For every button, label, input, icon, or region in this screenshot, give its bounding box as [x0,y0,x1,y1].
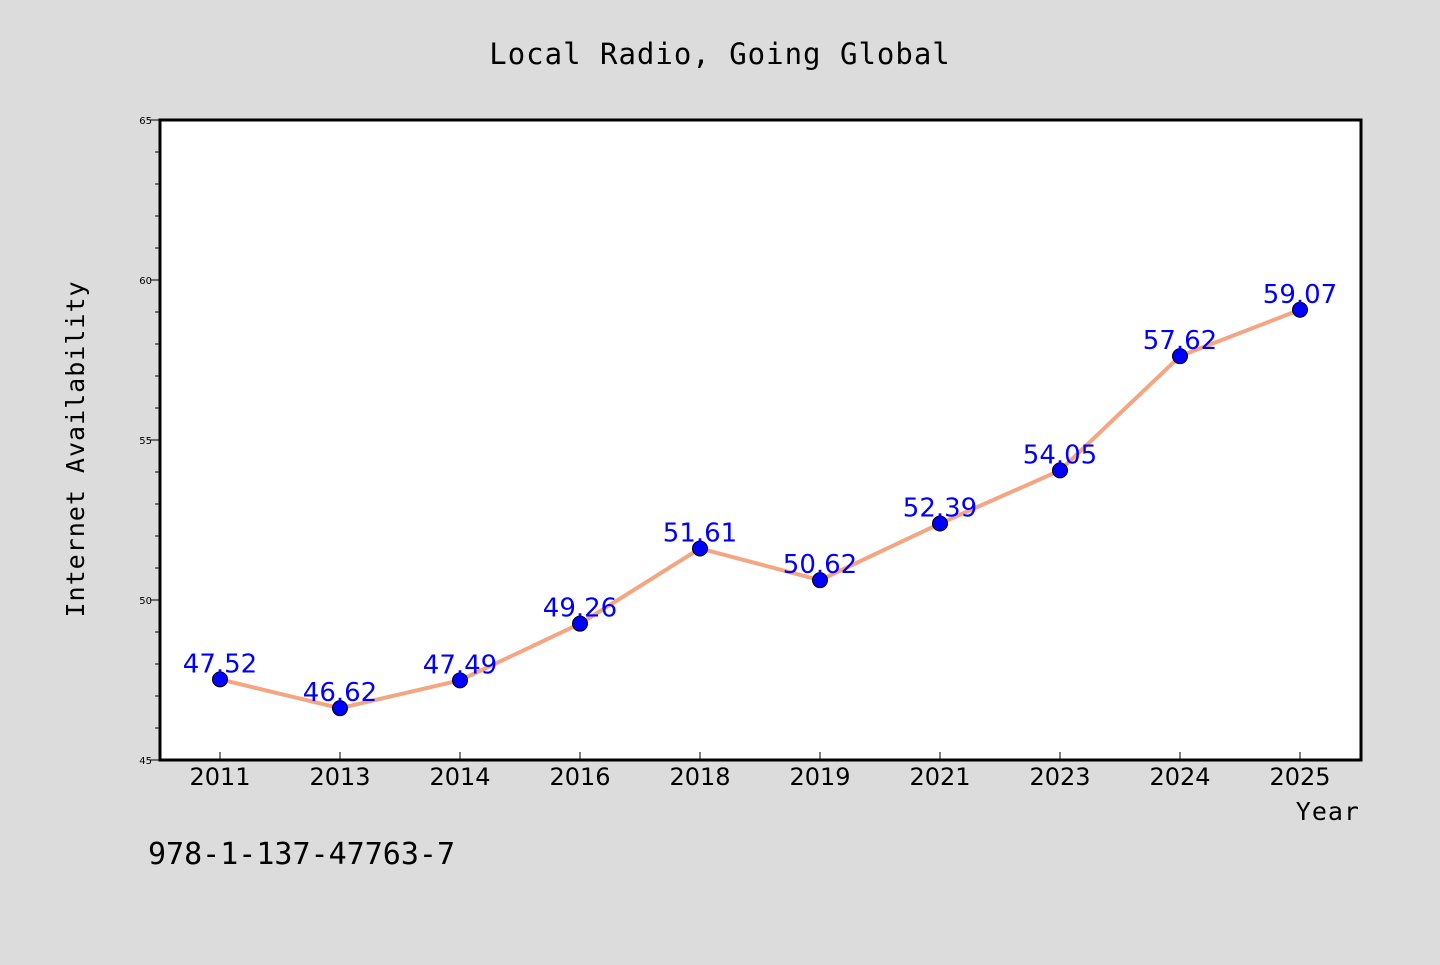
data-label: 49.26 [543,594,617,624]
data-markers [212,301,1308,717]
series-line-group [218,307,1302,711]
data-point [932,515,948,532]
x-axis-title: Year [1296,797,1360,826]
x-tick-label: 2021 [909,763,970,791]
chart-title: Local Radio, Going Global [489,37,951,71]
data-label: 47.49 [423,650,497,680]
y-tick-label: 60 [139,276,152,287]
x-tick-label: 2013 [309,763,370,791]
plot-frame [158,118,1363,762]
y-tick-label: 55 [139,436,152,447]
data-label: 52.39 [903,494,977,524]
y-tick-label: 50 [139,596,152,607]
isbn-label: 978-1-137-47763-7 [148,837,455,872]
data-point [212,671,228,688]
data-point [332,700,348,717]
data-label: 54.05 [1023,440,1097,470]
data-label: 51.61 [663,518,737,548]
y-tick-label: 45 [139,756,152,767]
data-label: 47.52 [183,649,257,679]
x-tick-label: 2019 [789,763,850,791]
x-axis-ticks: 2011 2013 2014 2016 2018 2019 2021 2023 2024 2025 [189,752,1331,791]
x-tick-label: 2011 [189,763,250,791]
data-point [1172,348,1188,365]
x-tick-label: 2025 [1269,763,1330,791]
data-point [812,572,828,589]
x-tick-label: 2018 [669,763,730,791]
x-tick-label: 2024 [1149,763,1210,791]
data-label: 57.62 [1143,326,1217,356]
data-label: 59.07 [1263,280,1337,310]
data-label: 50.62 [783,550,857,580]
data-point [452,672,468,689]
x-tick-label: 2023 [1029,763,1090,791]
data-point [1292,301,1308,318]
series-line [218,307,1302,711]
plot-area [160,120,1361,760]
data-label: 46.62 [303,678,377,708]
x-tick-label: 2014 [429,763,490,791]
data-point [572,615,588,632]
data-point [692,540,708,557]
x-tick-label: 2016 [549,763,610,791]
y-axis-title: Internet Availability [61,280,90,617]
data-labels: 47.52 46.62 47.49 49.26 51.61 50.62 52.39 54.05… [183,280,1337,708]
data-point [1052,462,1068,479]
y-tick-label: 65 [139,116,152,127]
